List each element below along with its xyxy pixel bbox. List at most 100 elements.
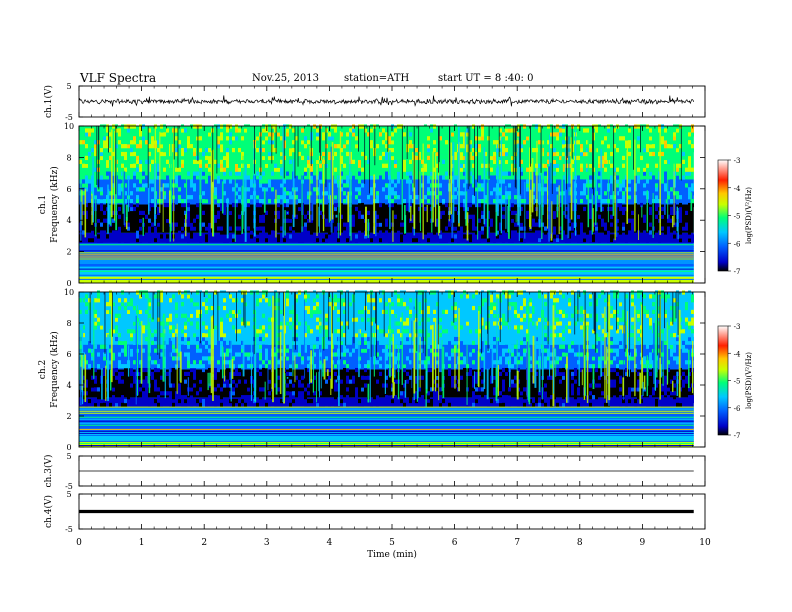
spectro-cell (157, 344, 160, 349)
spectro-cell (139, 167, 142, 172)
spectro-cell (256, 155, 259, 161)
spectro-cell (406, 179, 409, 184)
spectro-cell (397, 171, 400, 176)
spectro-cell (88, 132, 91, 137)
spectro-cell (94, 151, 97, 157)
spectro-cell (643, 132, 646, 137)
spectro-cell (130, 132, 133, 137)
spectro-cell (202, 302, 205, 307)
spectro-cell (436, 218, 439, 223)
spectro-cell (136, 155, 139, 161)
spectro-cell (334, 179, 337, 184)
spectro-cell (289, 387, 292, 392)
spectro-cell (538, 128, 541, 133)
spectro-cell (382, 325, 385, 330)
spectro-cell (208, 360, 211, 365)
spectro-cell (535, 124, 538, 129)
spectro-cell (457, 402, 460, 407)
spectro-cell (319, 321, 322, 326)
spectro-cell (370, 317, 373, 322)
spectro-cell (139, 371, 142, 376)
spectro-cell (127, 128, 130, 133)
spectro-cell (676, 191, 679, 196)
spectro-cell (226, 364, 229, 369)
spectro-cell (259, 298, 262, 303)
spectro-cell (433, 391, 436, 396)
spectro-cell (175, 348, 178, 353)
spectro-cell (196, 348, 199, 353)
spectro-cell (250, 144, 253, 149)
spectro-cell (196, 321, 199, 326)
spectro-cell (307, 398, 310, 404)
spectro-cell (364, 364, 367, 369)
spectro-cell (598, 195, 601, 200)
spectro-cell (436, 383, 439, 388)
spectro-cell (109, 348, 112, 353)
spectro-cell (577, 195, 580, 200)
spectro-cell (571, 222, 574, 227)
spectro-cell (487, 151, 490, 157)
spectro-cell (466, 321, 469, 326)
spectro-cell (262, 367, 265, 373)
spectro-cell (394, 379, 397, 384)
spectro-cell (157, 238, 160, 243)
spectro-cell (664, 171, 667, 176)
spectro-cell (379, 218, 382, 223)
spectro-cell (274, 383, 277, 388)
spectro-cell (313, 238, 316, 243)
spectro-cell (292, 364, 295, 369)
spectro-cell (376, 155, 379, 161)
spectro-cell (205, 147, 208, 153)
spectro-cell (187, 155, 190, 161)
spectro-cell (571, 214, 574, 219)
spectro-cell (433, 218, 436, 223)
spectro-cell (325, 238, 328, 243)
spectro-cell (124, 191, 127, 196)
spectro-cell (322, 340, 325, 345)
spectro-cell (334, 383, 337, 388)
spectro-cell (133, 340, 136, 345)
spectro-cell (688, 163, 691, 168)
spectro-cell (466, 294, 469, 299)
spectro-cell (175, 340, 178, 345)
spectro-cell (466, 179, 469, 184)
spectro-cell (196, 344, 199, 349)
spectro-cell (85, 391, 88, 396)
spectro-cell (193, 151, 196, 157)
spectro-cell (475, 155, 478, 161)
spectro-cell (460, 202, 463, 208)
spectro-cell (97, 298, 100, 303)
spectro-cell (664, 128, 667, 133)
spectro-cell (292, 356, 295, 361)
spectro-cell (379, 175, 382, 180)
spectro-cell (493, 175, 496, 180)
spectro-cell (661, 124, 664, 129)
spectro-cell (475, 210, 478, 216)
spectro-cell (118, 333, 121, 338)
spectro-cell (550, 144, 553, 149)
spectro-cell (616, 206, 619, 212)
spectro-cell (262, 387, 265, 392)
spectro-cell (292, 340, 295, 345)
spectro-cell (187, 195, 190, 200)
spectro-cell (367, 144, 370, 149)
spectro-cell (202, 183, 205, 188)
spectro-cell (613, 210, 616, 216)
spectro-cell (145, 159, 148, 164)
spectro-cell (403, 329, 406, 334)
spectro-cell (109, 402, 112, 407)
spectro-cell (493, 206, 496, 212)
spectro-cell (439, 175, 442, 180)
spectro-cell (289, 402, 292, 407)
spectro-cell (490, 175, 493, 180)
spectro-cell (142, 325, 145, 330)
spectro-cell (172, 367, 175, 373)
spectro-cell (427, 191, 430, 196)
spectro-cell (361, 317, 364, 322)
spectro-cell (163, 140, 166, 145)
spectro-cell (439, 214, 442, 219)
spectro-cell (634, 136, 637, 141)
spectro-cell (85, 379, 88, 384)
spectro-cell (307, 124, 310, 129)
spectro-cell (316, 317, 319, 322)
